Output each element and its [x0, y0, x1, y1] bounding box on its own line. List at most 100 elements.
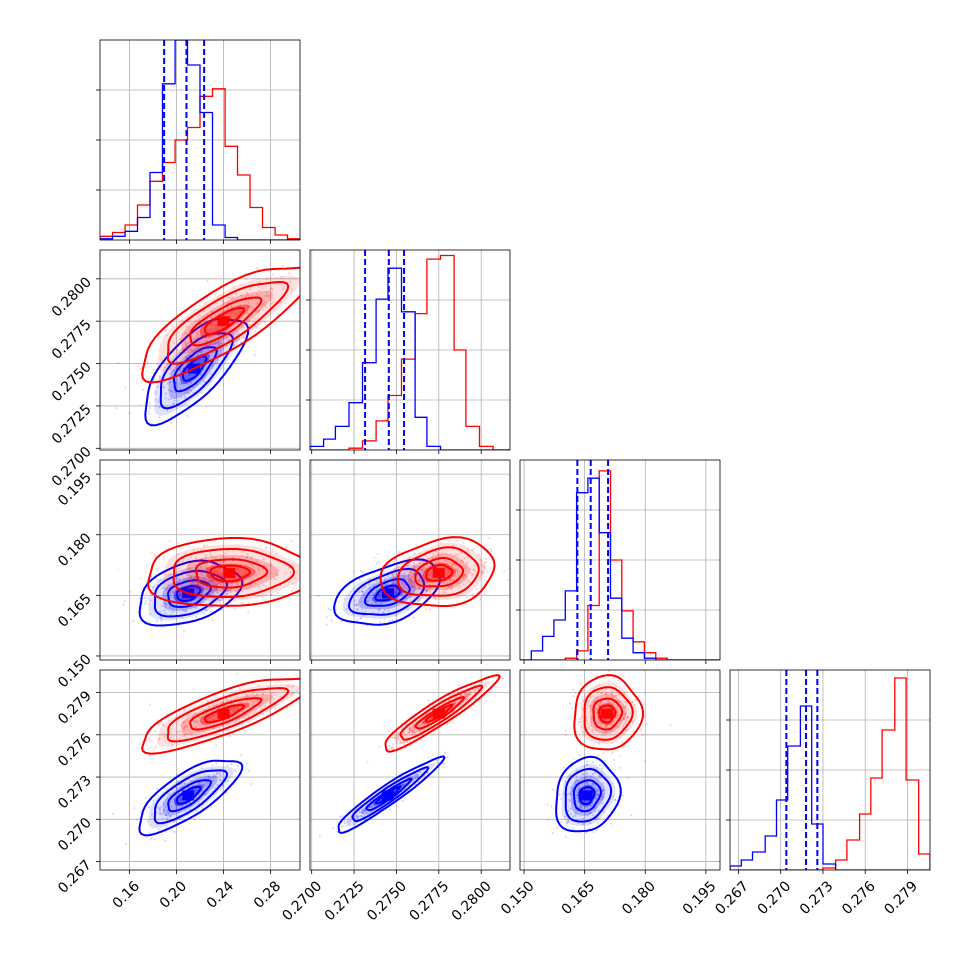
- red-sample-point: [250, 299, 253, 301]
- blue-sample-point: [180, 383, 183, 386]
- red-sample-point: [217, 582, 220, 585]
- blue-sample-point: [159, 808, 162, 811]
- blue-sample-point: [156, 400, 159, 403]
- blue-sample-point: [386, 575, 389, 577]
- blue-sample-point: [170, 805, 173, 808]
- red-sample-point: [256, 595, 259, 598]
- red-sample-point: [166, 713, 168, 716]
- red-sample-point: [616, 705, 619, 708]
- blue-sample-point: [360, 815, 363, 817]
- blue-sample-point: [166, 809, 169, 812]
- red-sample-point: [285, 546, 288, 549]
- panel-frame: [99, 249, 301, 451]
- blue-sample-point: [162, 386, 165, 389]
- red-sample-point: [154, 745, 157, 748]
- red-sample-point: [284, 572, 287, 575]
- blue-sample-point: [336, 830, 339, 833]
- red-sample-point: [413, 730, 416, 733]
- blue-contour: [555, 755, 622, 833]
- red-contour: [166, 687, 290, 743]
- blue-sample-point: [325, 616, 328, 619]
- blue-sample-point: [213, 774, 216, 777]
- blue-sample-point: [418, 579, 421, 582]
- red-sample-point: [178, 737, 181, 740]
- blue-sample-point: [216, 784, 219, 786]
- red-sample-point: [212, 714, 215, 717]
- red-sample-point: [608, 702, 611, 704]
- red-sample-point: [233, 323, 236, 326]
- red-sample-point: [603, 718, 606, 721]
- blue-sample-point: [613, 799, 616, 801]
- red-sample-point: [156, 567, 159, 570]
- red-sample-point: [177, 553, 180, 556]
- blue-sample-point: [219, 581, 222, 584]
- red-density-peak: [217, 708, 230, 719]
- red-sample-point: [622, 718, 625, 721]
- red-sample-point: [429, 586, 432, 589]
- blue-sample-point: [196, 810, 198, 813]
- red-sample-point: [490, 550, 493, 553]
- red-contour: [203, 306, 245, 336]
- blue-contour: [363, 578, 411, 607]
- blue-sample-point: [569, 813, 572, 816]
- red-sample-point: [182, 560, 185, 563]
- blue-sample-point: [172, 402, 175, 405]
- red-sample-point: [217, 572, 220, 575]
- red-sample-point: [466, 596, 469, 599]
- red-sample-point: [454, 575, 457, 578]
- blue-sample-point: [196, 354, 199, 357]
- red-sample-point: [392, 743, 395, 746]
- red-sample-point: [373, 556, 376, 559]
- blue-sample-point: [193, 598, 196, 601]
- blue-sample-point: [436, 761, 439, 764]
- red-sample-point: [601, 740, 604, 743]
- red-density-peak: [600, 708, 613, 719]
- blue-sample-point: [568, 798, 571, 801]
- red-sample-point: [235, 321, 238, 324]
- blue-sample-point: [203, 784, 206, 787]
- red-sample-point: [249, 584, 252, 587]
- red-sample-point: [176, 576, 179, 579]
- red-sample-point: [224, 552, 227, 555]
- red-sample-point: [169, 540, 172, 542]
- red-sample-point: [425, 568, 428, 571]
- blue-sample-point: [570, 793, 573, 796]
- red-sample-point: [466, 693, 469, 696]
- red-sample-point: [446, 568, 449, 571]
- blue-sample-point: [368, 587, 371, 590]
- red-sample-point: [186, 715, 189, 718]
- blue-sample-point: [547, 819, 550, 822]
- blue-sample-point: [155, 398, 157, 401]
- blue-sample-point: [327, 608, 330, 610]
- blue-sample-point: [358, 590, 361, 593]
- y-tick-label: 0.2800: [49, 274, 95, 320]
- blue-sample-point: [176, 773, 178, 776]
- red-sample-point: [184, 331, 187, 334]
- red-sample-point: [261, 308, 264, 311]
- blue-sample-point: [340, 620, 343, 623]
- red-sample-point: [616, 682, 619, 685]
- blue-sample-point: [363, 814, 366, 817]
- blue-sample-point: [179, 594, 182, 597]
- blue-sample-point: [199, 566, 202, 568]
- blue-sample-point: [428, 589, 431, 592]
- blue-sample-point: [560, 821, 563, 824]
- red-sample-point: [612, 720, 615, 723]
- red-sample-point: [248, 324, 251, 327]
- blue-sample-point: [205, 340, 208, 342]
- red-sample-point: [238, 337, 241, 340]
- red-sample-point: [401, 603, 404, 606]
- red-sample-point: [453, 574, 456, 577]
- red-sample-point: [624, 713, 627, 716]
- blue-sample-point: [395, 572, 398, 575]
- red-sample-point: [224, 704, 227, 707]
- red-sample-point: [161, 723, 164, 726]
- red-sample-point: [236, 583, 239, 586]
- red-sample-point: [410, 575, 413, 578]
- blue-sample-point: [156, 385, 159, 388]
- red-sample-point: [212, 704, 215, 707]
- blue-sample-point: [172, 370, 175, 373]
- blue-sample-point: [413, 564, 416, 567]
- red-sample-point: [167, 719, 170, 722]
- red-sample-point: [417, 587, 420, 590]
